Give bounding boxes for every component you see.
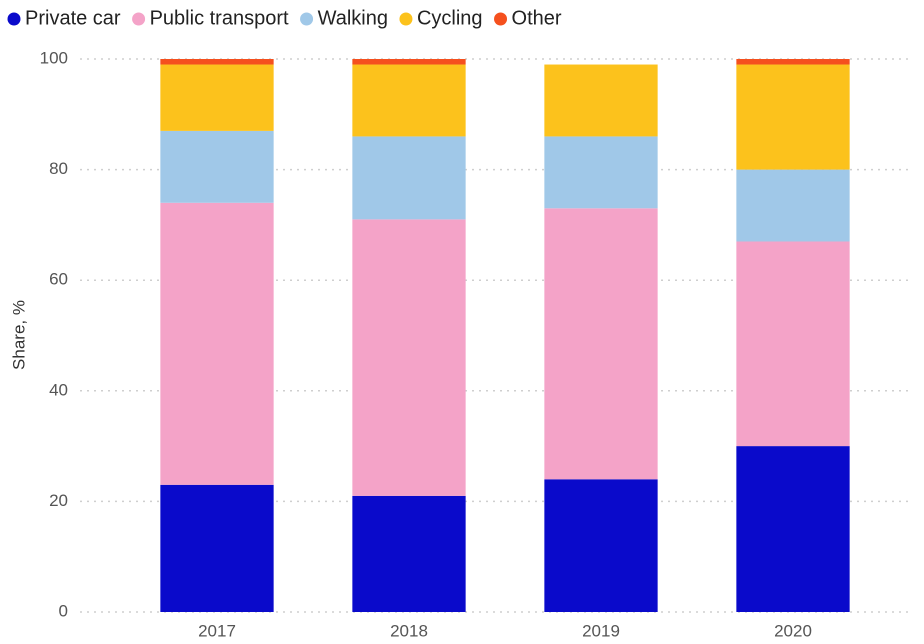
- bar-segment: [160, 130, 274, 203]
- x-tick-label: 2018: [390, 621, 428, 640]
- bar-segment: [544, 208, 658, 480]
- legend: Private car Public transport Walking Cyclin…: [7, 7, 562, 29]
- legend-label: Cycling: [417, 7, 483, 29]
- bar-segment: [352, 495, 466, 612]
- legend-swatch: [494, 12, 508, 26]
- bar-segment: [352, 219, 466, 496]
- x-tick-label: 2020: [774, 621, 812, 640]
- legend-swatch: [300, 12, 314, 26]
- bar-segment: [736, 446, 850, 612]
- y-tick-label: 100: [40, 48, 68, 67]
- legend-label: Walking: [318, 7, 388, 29]
- bar-segment: [352, 64, 466, 137]
- bar-segment: [352, 59, 466, 65]
- bar-segment: [160, 484, 274, 612]
- bar-segment: [352, 136, 466, 220]
- bar-segment: [736, 241, 850, 447]
- bar-segment: [160, 202, 274, 485]
- y-tick-label: 0: [59, 601, 68, 620]
- bar-segment: [736, 169, 850, 242]
- y-tick-label: 20: [49, 491, 68, 510]
- y-tick-label: 80: [49, 159, 68, 178]
- bar-segment: [544, 479, 658, 612]
- x-tick-label: 2017: [198, 621, 236, 640]
- bar-segment: [544, 64, 658, 137]
- bar-segment: [736, 59, 850, 65]
- legend-swatch: [132, 12, 146, 26]
- y-axis-label: Share, %: [9, 300, 28, 370]
- legend-label: Private car: [25, 7, 121, 29]
- bar-segment: [736, 64, 850, 170]
- legend-label: Other: [512, 7, 562, 29]
- legend-label: Public transport: [150, 7, 289, 29]
- bar-segment: [160, 64, 274, 131]
- y-tick-label: 60: [49, 270, 68, 289]
- legend-swatch: [7, 12, 21, 26]
- bar-segment: [160, 59, 274, 65]
- legend-swatch: [399, 12, 413, 26]
- bar-segment: [544, 136, 658, 209]
- y-tick-label: 40: [49, 380, 68, 399]
- x-tick-label: 2019: [582, 621, 620, 640]
